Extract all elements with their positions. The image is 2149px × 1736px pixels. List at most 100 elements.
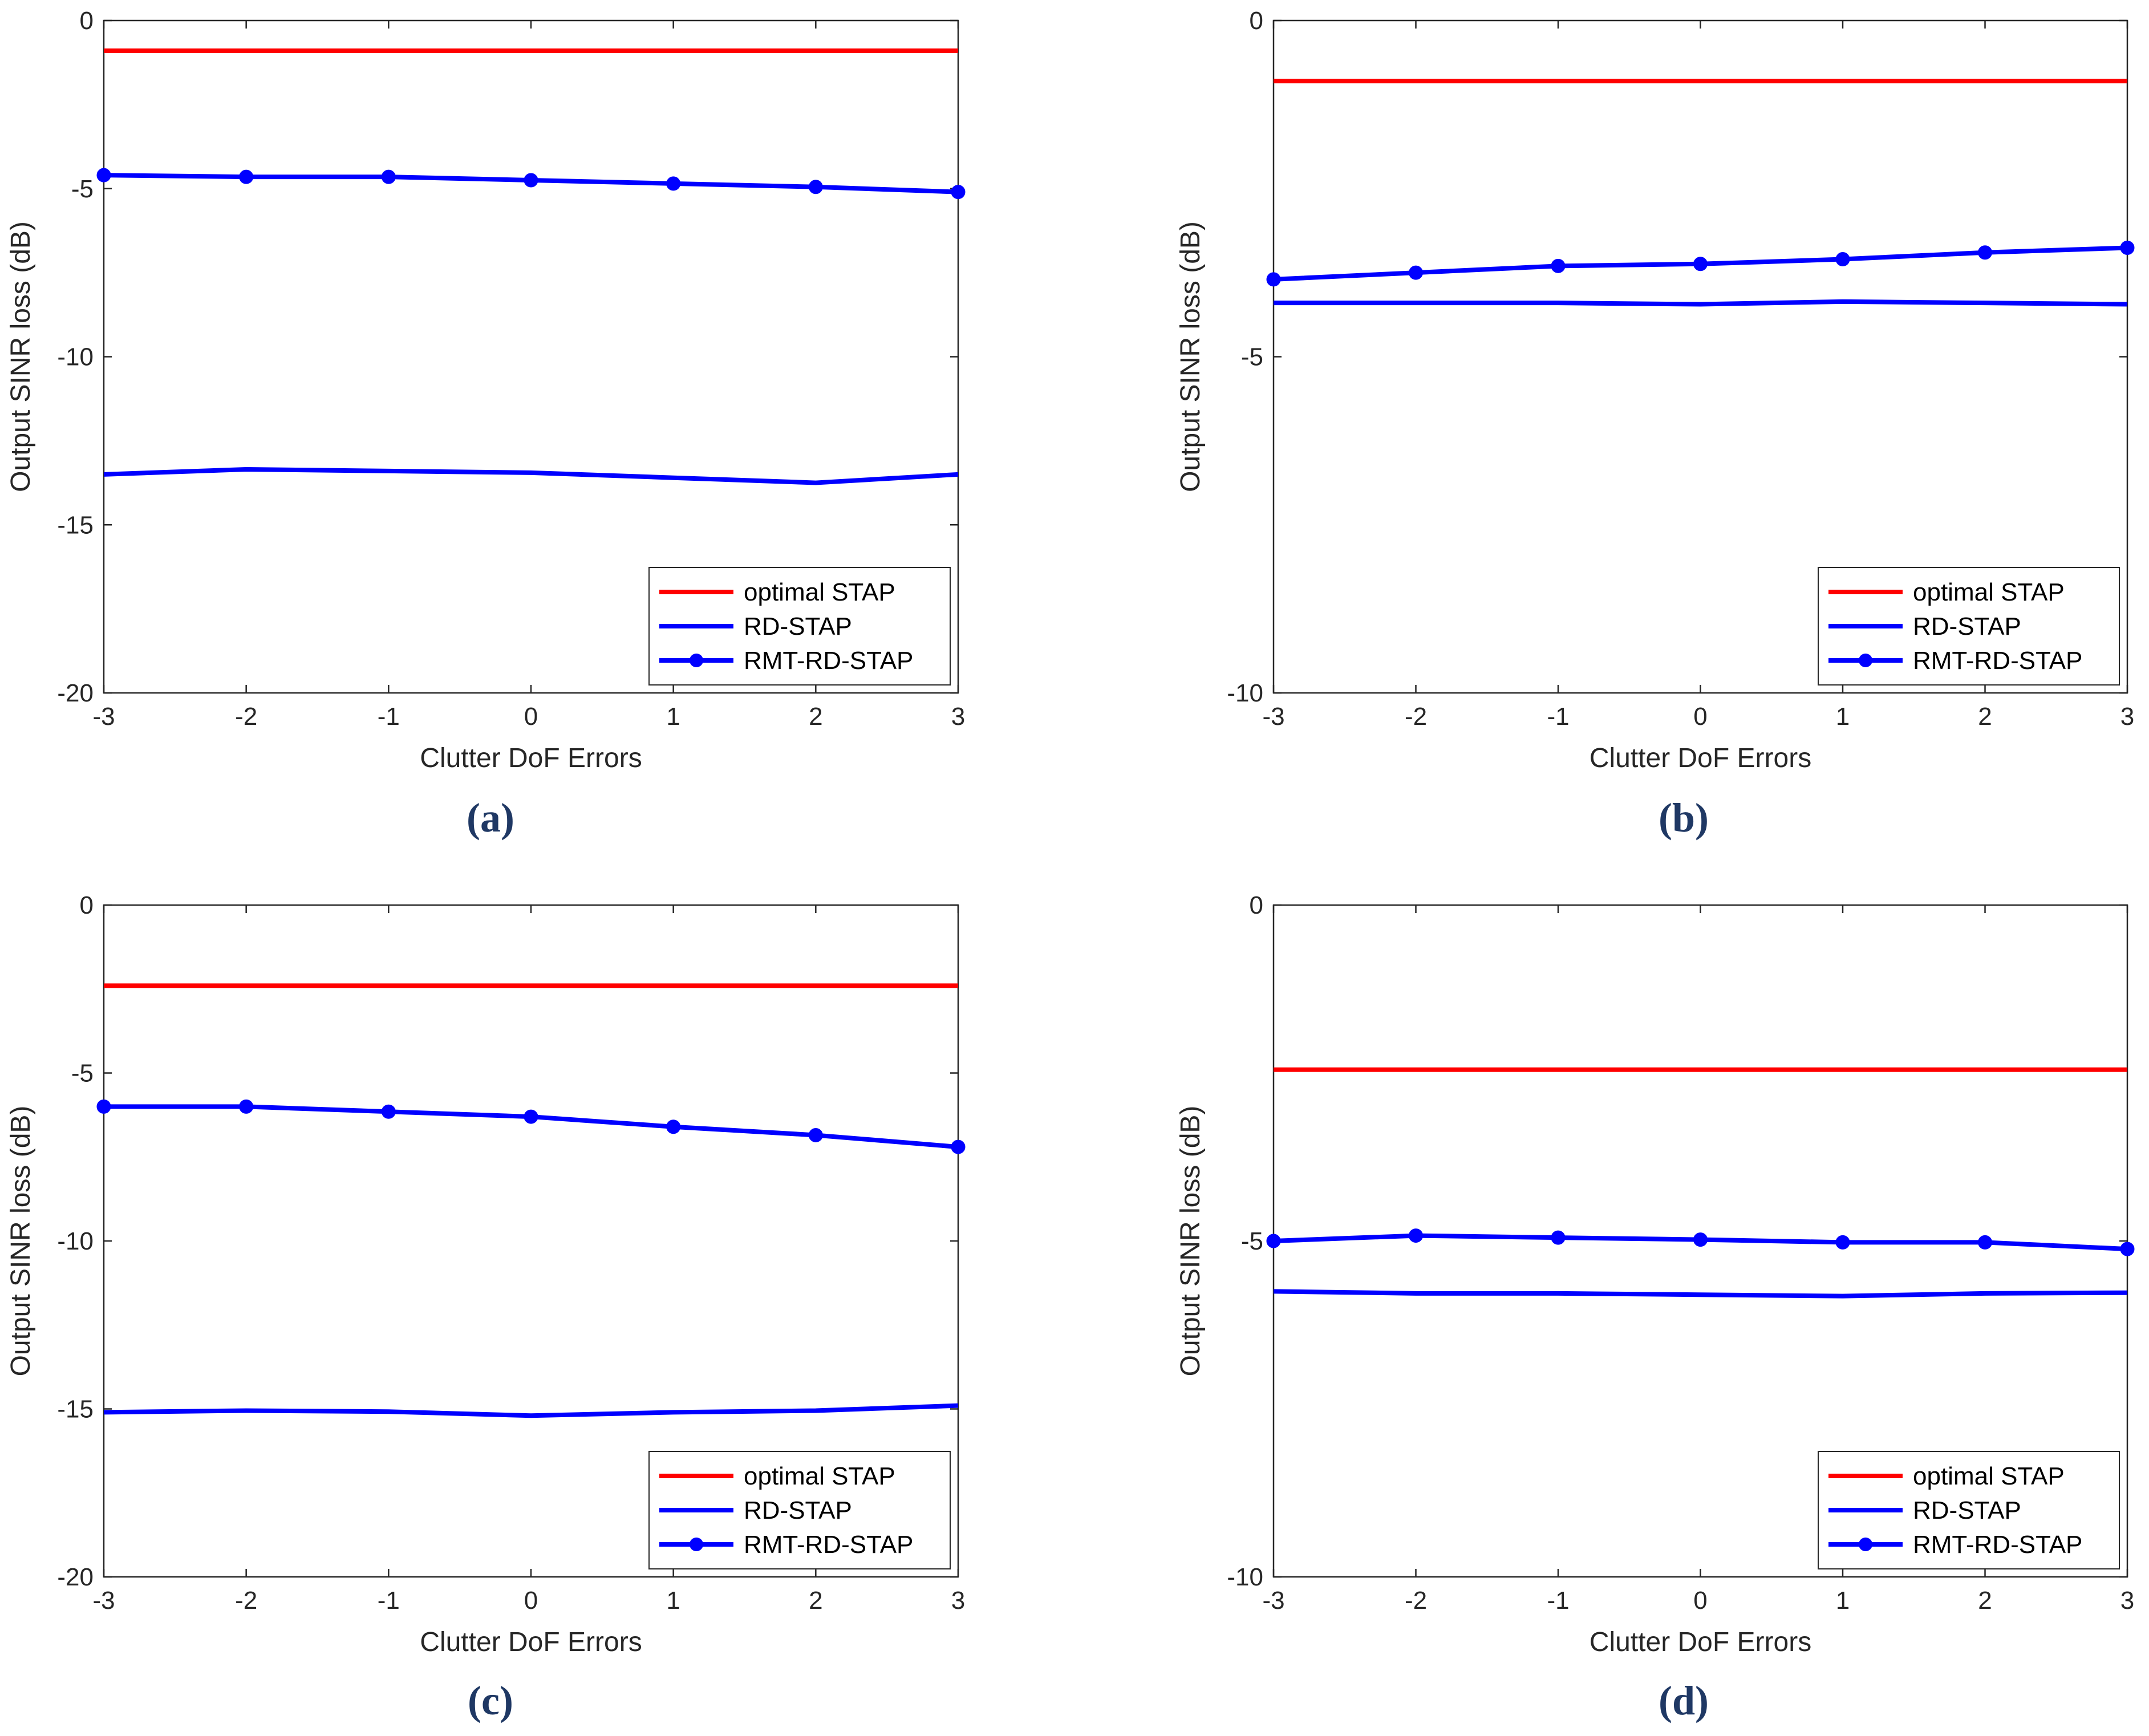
x-axis-label: Clutter DoF Errors: [420, 743, 642, 773]
y-tick-label: 0: [80, 7, 94, 35]
panel-caption: (d): [1659, 1678, 1709, 1723]
y-tick-label: -10: [1227, 679, 1263, 707]
x-tick-label: 3: [951, 703, 965, 731]
data-point: [524, 173, 538, 188]
data-point: [808, 1127, 823, 1142]
legend-label: RD-STAP: [1913, 613, 2021, 640]
y-tick-label: -20: [57, 679, 94, 707]
x-tick-label: 3: [951, 1587, 965, 1615]
data-point: [2120, 1242, 2135, 1256]
data-point: [1266, 1234, 1281, 1248]
data-point: [381, 1104, 396, 1119]
x-tick-label: -1: [378, 1587, 400, 1615]
y-tick-label: -20: [57, 1563, 94, 1591]
x-tick-label: -2: [1405, 1587, 1427, 1615]
x-tick-label: 2: [809, 703, 822, 731]
legend: optimal STAP RD-STAP RMT-RD-STAP: [648, 1451, 951, 1569]
x-tick-label: 1: [666, 1587, 680, 1615]
data-point: [1978, 245, 1992, 260]
data-point: [381, 169, 396, 184]
legend-marker: [690, 654, 703, 667]
x-tick-label: -1: [1547, 703, 1569, 731]
data-point: [2120, 241, 2135, 255]
series-line-rd-stap: [1273, 1289, 2128, 1299]
data-point: [96, 1099, 111, 1114]
data-point: [1693, 257, 1708, 271]
y-tick-label: 0: [1250, 7, 1263, 35]
legend: optimal STAP RD-STAP RMT-RD-STAP: [648, 567, 951, 686]
legend-label: RD-STAP: [1913, 1496, 2021, 1524]
x-tick-label: 0: [524, 703, 538, 731]
y-tick-label: -5: [1241, 343, 1263, 371]
y-tick-label: -10: [57, 343, 94, 371]
legend-label: RMT-RD-STAP: [744, 647, 913, 675]
legend-marker: [690, 1538, 703, 1551]
x-tick-label: -3: [1262, 1587, 1284, 1615]
data-point: [666, 176, 681, 191]
y-axis-label: Output SINR loss (dB): [6, 1106, 36, 1377]
x-tick-label: -3: [92, 703, 115, 731]
data-point: [951, 1139, 966, 1154]
x-tick-label: 3: [2120, 703, 2134, 731]
legend-label: RMT-RD-STAP: [1913, 647, 2082, 675]
x-tick-label: 1: [666, 703, 680, 731]
legend-marker: [1859, 1538, 1872, 1551]
data-point: [1551, 258, 1566, 273]
data-point: [1551, 1230, 1566, 1245]
data-point: [1693, 1232, 1708, 1247]
data-point: [951, 185, 966, 200]
y-axis-label: Output SINR loss (dB): [1175, 1106, 1206, 1377]
x-axis-label: Clutter DoF Errors: [1590, 743, 1811, 773]
data-point: [666, 1120, 681, 1134]
x-axis-label: Clutter DoF Errors: [420, 1627, 642, 1657]
legend-label: optimal STAP: [1913, 578, 2065, 606]
legend-label: RD-STAP: [744, 613, 852, 640]
y-tick-label: 0: [1250, 891, 1263, 919]
x-tick-label: -1: [1547, 1587, 1569, 1615]
x-tick-label: 3: [2120, 1587, 2134, 1615]
x-tick-label: 1: [1836, 1587, 1850, 1615]
data-point: [239, 169, 254, 184]
data-point: [1409, 265, 1423, 280]
legend-label: RMT-RD-STAP: [744, 1531, 913, 1559]
y-tick-label: 0: [80, 891, 94, 919]
x-tick-label: 2: [1978, 1587, 1992, 1615]
x-tick-label: 1: [1836, 703, 1850, 731]
data-point: [1409, 1228, 1423, 1243]
data-point: [524, 1109, 538, 1124]
y-tick-label: -5: [71, 1060, 94, 1088]
legend-label: optimal STAP: [744, 1462, 895, 1490]
legend-label: optimal STAP: [1913, 1462, 2065, 1490]
x-tick-label: -3: [92, 1587, 115, 1615]
legend-label: optimal STAP: [744, 578, 895, 606]
x-tick-label: -2: [235, 703, 257, 731]
legend: optimal STAP RD-STAP RMT-RD-STAP: [1818, 1451, 2120, 1569]
data-point: [1835, 252, 1850, 267]
y-tick-label: -10: [1227, 1563, 1263, 1591]
data-point: [1978, 1235, 1992, 1250]
y-axis-label: Output SINR loss (dB): [6, 221, 36, 492]
x-tick-label: 2: [809, 1587, 822, 1615]
y-tick-label: -5: [1241, 1227, 1263, 1255]
x-axis-label: Clutter DoF Errors: [1590, 1627, 1811, 1657]
y-tick-label: -15: [57, 511, 94, 539]
legend: optimal STAP RD-STAP RMT-RD-STAP: [1818, 567, 2120, 686]
y-tick-label: -5: [71, 175, 94, 203]
data-point: [1835, 1235, 1850, 1250]
x-tick-label: 2: [1978, 703, 1992, 731]
series-line-rd-stap: [103, 1403, 959, 1418]
legend-marker: [1859, 654, 1872, 667]
x-tick-label: -2: [1405, 703, 1427, 731]
data-point: [808, 180, 823, 194]
panel-caption: (b): [1659, 795, 1709, 841]
panel-caption: (a): [467, 795, 514, 841]
x-tick-label: 0: [1693, 1587, 1707, 1615]
series-line-rd-stap: [1274, 299, 2128, 307]
y-tick-label: -10: [57, 1227, 94, 1255]
panel-caption: (c): [468, 1678, 513, 1723]
legend-label: RD-STAP: [744, 1496, 852, 1524]
